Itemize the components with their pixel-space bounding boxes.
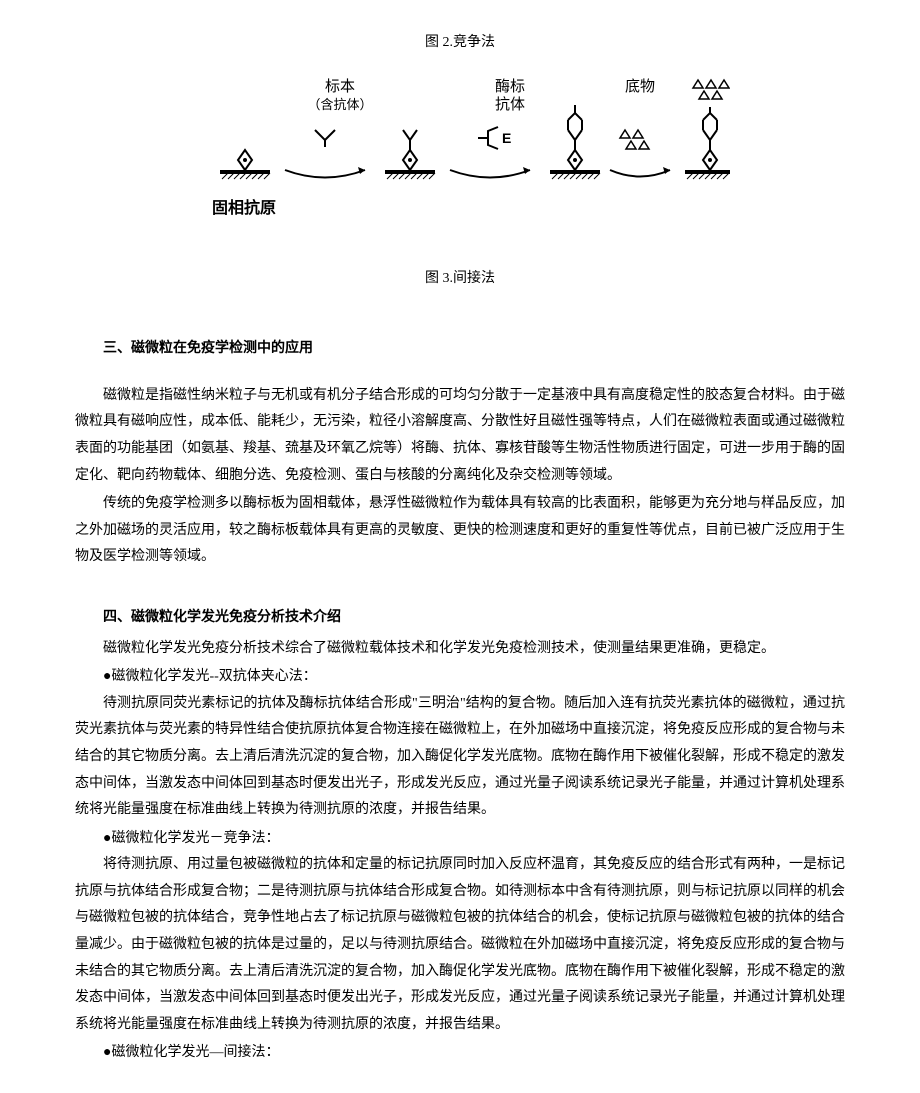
section4-sub1-para: 待测抗原同荧光素标记的抗体及酶标抗体结合形成"三明治"结构的复合物。随后加入连有… [75,691,845,824]
section3-para1: 磁微粒是指磁性纳米粒子与无机或有机分子结合形成的可均匀分散于一定基液中具有高度稳… [75,383,845,489]
stage1 [220,150,270,179]
section3-heading: 三、磁微粒在免疫学检测中的应用 [75,336,845,363]
figure3-caption: 图 3.间接法 [75,266,845,293]
section4-sub2-para: 将待测抗原、用过量包被磁微粒的抗体和定量的标记抗原同时加入反应杯温育，其免疫反应… [75,852,845,1038]
stage3 [550,105,600,179]
section4-sub2-heading: ●磁微粒化学发光－竞争法： [75,826,845,853]
section4-intro: 磁微粒化学发光免疫分析技术综合了磁微粒载体技术和化学发光免疫检测技术，使测量结果… [75,636,845,663]
label-substrate: 底物 [625,78,655,95]
diagram-figure3: 标本 （含抗体） 酶标 抗体 底物 [75,75,845,230]
arrow2: E [450,127,530,178]
diagram-svg: 标本 （含抗体） 酶标 抗体 底物 [190,75,730,230]
label-enzyme-sub: 抗体 [495,96,525,113]
label-enzyme: 酶标 [495,78,525,95]
stage2 [385,130,435,179]
section4-sub3-heading: ●磁微粒化学发光—间接法： [75,1040,845,1067]
arrow1 [285,130,365,178]
section3-para2: 传统的免疫学检测多以酶标板为固相载体，悬浮性磁微粒作为载体具有较高的比表面积，能… [75,491,845,571]
label-sample-sub: （含抗体） [307,97,372,112]
section4-sub1-heading: ●磁微粒化学发光--双抗体夹心法： [75,664,845,691]
label-sample: 标本 [325,78,355,95]
stage4 [685,80,730,179]
figure2-caption: 图 2.竞争法 [75,30,845,57]
enzyme-e-label: E [502,130,511,146]
label-solid-phase: 固相抗原 [212,198,276,217]
arrow3 [610,130,670,177]
section4-heading: 四、磁微粒化学发光免疫分析技术介绍 [75,605,845,632]
